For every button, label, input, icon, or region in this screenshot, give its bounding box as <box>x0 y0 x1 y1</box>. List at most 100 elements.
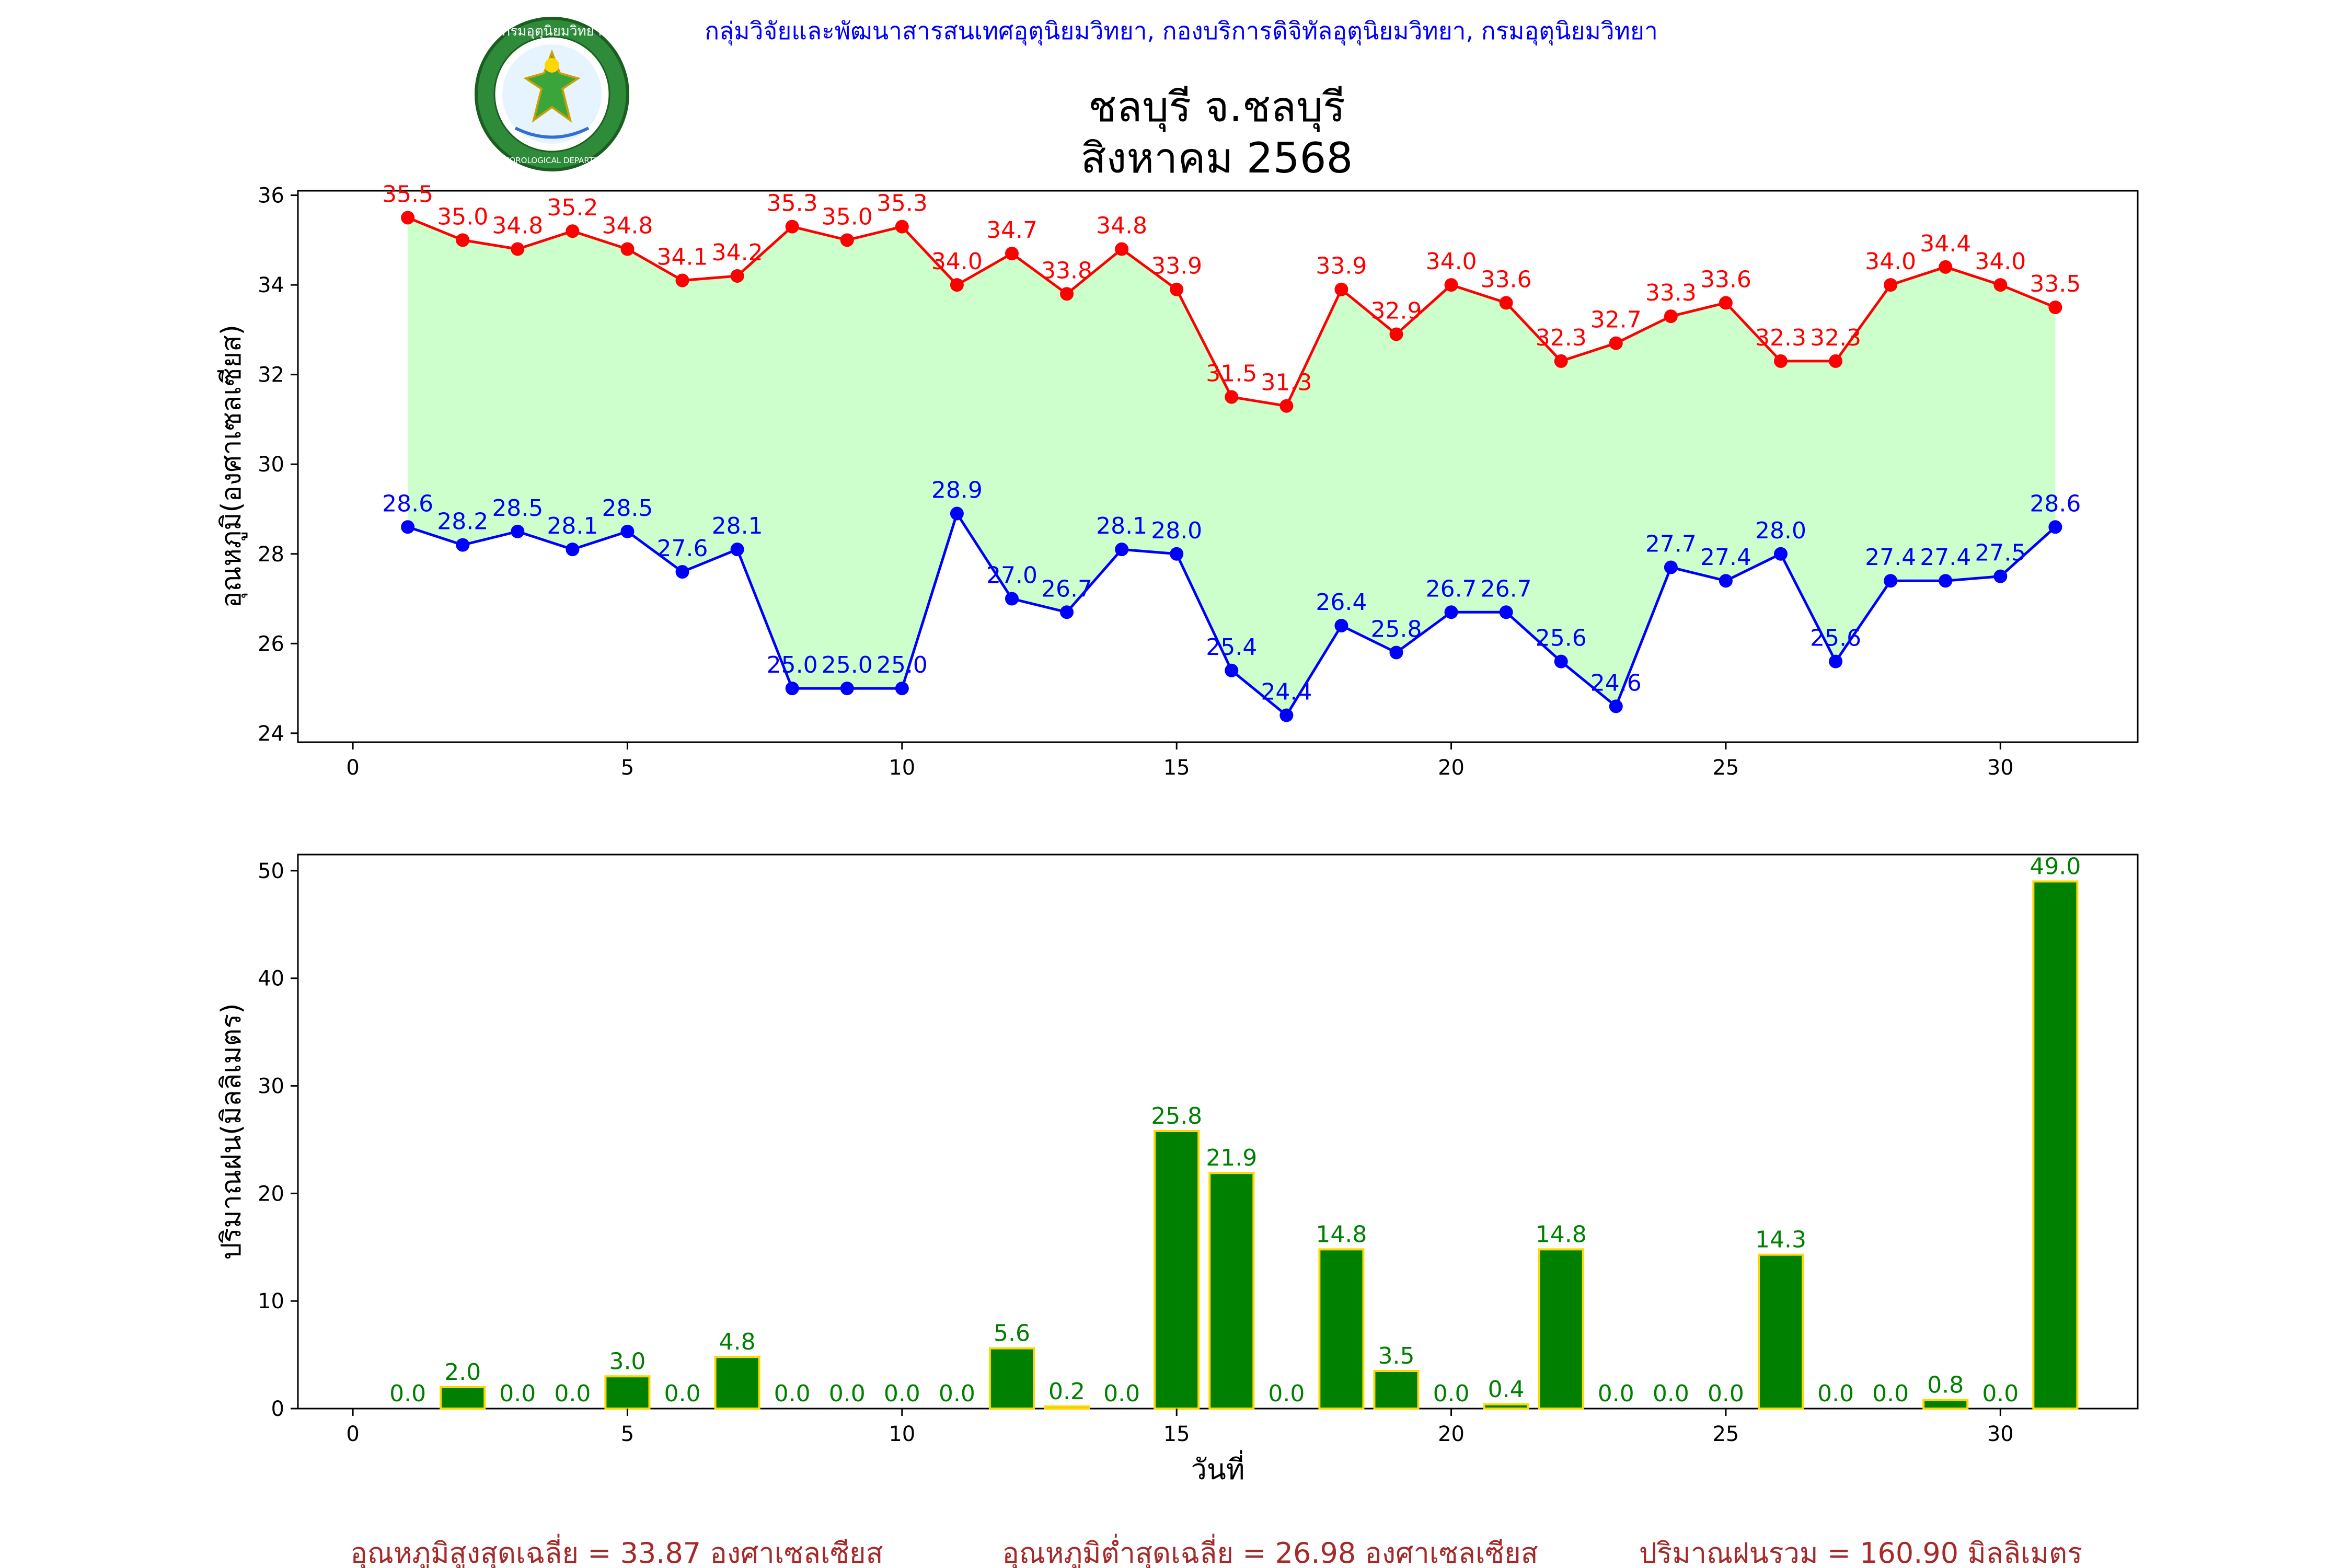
temp-min-value-label: 28.5 <box>602 495 653 522</box>
rain-value-label: 0.0 <box>829 1380 866 1407</box>
temperature-plot-frame <box>297 190 2139 743</box>
temp-min-point <box>1170 547 1184 561</box>
temp-max-value-label: 32.3 <box>1536 325 1587 351</box>
chart-title-line1: ชลบุรี จ.ชลบุรี <box>1088 83 1345 132</box>
rain-value-label: 0.4 <box>1488 1376 1525 1403</box>
temp-min-value-label: 28.9 <box>931 477 983 504</box>
rain-ytick-label: 30 <box>258 1075 284 1099</box>
rain-ytick-label: 0 <box>271 1397 284 1421</box>
total-rainfall: ปริมาณฝนรวม = 160.90 มิลลิเมตร <box>1639 1537 2082 1568</box>
rain-value-label: 0.0 <box>389 1380 426 1407</box>
temp-min-point <box>401 520 415 534</box>
temp-min-point <box>1225 663 1239 677</box>
temp-max-point <box>840 233 854 247</box>
temp-xtick-label: 0 <box>346 756 359 780</box>
rain-value-label: 0.0 <box>499 1380 536 1407</box>
meteorological-department-logo: กรมอุตุนิยมวิทยา METEOROLOGICAL DEPARTME… <box>475 17 629 171</box>
temp-max-point <box>1719 296 1733 310</box>
temp-xtick-label: 30 <box>1987 756 2014 780</box>
temp-max-point <box>675 273 689 287</box>
temp-min-value-label: 25.0 <box>822 652 873 678</box>
temp-max-point <box>1334 282 1348 296</box>
temp-max-point <box>1829 354 1843 368</box>
rain-value-label: 0.0 <box>1268 1380 1305 1407</box>
temp-max-point <box>1170 282 1184 296</box>
temp-max-point <box>1664 309 1678 324</box>
temp-max-value-label: 34.0 <box>1975 248 2026 275</box>
temp-xtick-label: 5 <box>621 756 634 780</box>
temp-min-point <box>840 682 854 696</box>
temp-min-point <box>1499 605 1513 619</box>
temp-max-point <box>730 269 744 283</box>
temp-min-value-label: 28.2 <box>437 509 488 535</box>
temp-max-value-label: 32.3 <box>1755 325 1806 351</box>
temp-min-value-label: 27.4 <box>1700 544 1751 571</box>
rain-value-label: 3.5 <box>1378 1343 1415 1369</box>
temp-min-value-label: 27.6 <box>657 535 708 562</box>
rain-value-label: 4.8 <box>719 1329 756 1355</box>
rain-value-label: 0.0 <box>1598 1380 1634 1407</box>
temp-min-point <box>1609 699 1623 713</box>
temp-max-value-label: 35.2 <box>547 194 598 221</box>
rainfall-xlabel: วันที่ <box>1191 1450 1245 1486</box>
temp-max-value-label: 35.3 <box>767 190 818 217</box>
temp-min-point <box>1664 560 1678 574</box>
temp-min-point <box>1939 574 1953 588</box>
temp-min-point <box>1719 574 1733 588</box>
chart-title-line2: สิงหาคม 2568 <box>1081 134 1353 182</box>
temp-ytick-label: 28 <box>258 543 284 567</box>
temp-max-point <box>1005 247 1019 261</box>
temp-max-value-label: 31.3 <box>1261 370 1312 396</box>
temp-min-point <box>895 682 909 696</box>
temp-max-point <box>1499 296 1513 310</box>
temp-max-point <box>895 220 909 234</box>
temp-max-point <box>401 211 415 225</box>
temp-max-point <box>1884 278 1898 292</box>
temp-min-value-label: 26.4 <box>1316 589 1367 616</box>
temp-min-value-label: 25.6 <box>1810 625 1861 652</box>
temp-max-point <box>1609 336 1623 350</box>
temp-min-point <box>1829 654 1843 668</box>
rain-xtick-label: 15 <box>1163 1422 1190 1446</box>
temp-min-value-label: 28.6 <box>2030 490 2081 517</box>
avg-min-temp: อุณหภูมิต่ำสุดเฉลี่ย = 26.98 องศาเซลเซีย… <box>1002 1534 1538 1568</box>
temp-min-point <box>1884 574 1898 588</box>
temp-min-point <box>1115 543 1129 557</box>
rain-bar <box>1538 1248 1584 1410</box>
rain-bar <box>1318 1248 1365 1410</box>
temp-max-value-label: 34.0 <box>1865 248 1916 275</box>
temp-min-value-label: 28.1 <box>547 513 598 539</box>
rain-value-label: 14.8 <box>1316 1221 1367 1248</box>
temp-min-point <box>1005 592 1019 606</box>
temp-ytick-label: 26 <box>258 632 284 656</box>
temp-xtick-label: 15 <box>1163 756 1190 780</box>
temp-min-point <box>730 543 744 557</box>
temp-min-point <box>1389 645 1403 660</box>
temp-max-value-label: 35.0 <box>437 203 488 230</box>
temp-min-point <box>1554 654 1568 668</box>
rain-bar <box>604 1375 651 1410</box>
logo-text-bottom: METEOROLOGICAL DEPARTMENT <box>488 156 616 165</box>
temp-min-value-label: 27.4 <box>1920 544 1971 571</box>
rain-value-label: 14.3 <box>1755 1227 1806 1253</box>
agency-header: กลุ่มวิจัยและพัฒนาสารสนเทศอุตุนิยมวิทยา,… <box>705 17 1658 46</box>
temp-max-value-label: 34.8 <box>492 213 543 239</box>
temp-max-value-label: 33.8 <box>1041 257 1092 284</box>
rain-value-label: 14.8 <box>1536 1221 1587 1248</box>
temp-max-value-label: 34.2 <box>712 239 763 266</box>
rainfall-chart: 0 5 10 15 20 25 30 0 10 20 30 40 50 0.0 2.0 0.0 0.0 3.0 0… <box>216 853 2139 1486</box>
temp-max-value-label: 34.8 <box>1096 213 1147 239</box>
rain-xtick-label: 5 <box>621 1422 634 1446</box>
rain-value-label: 3.0 <box>609 1348 645 1375</box>
temp-min-point <box>1334 618 1348 632</box>
temp-max-point <box>1279 399 1294 413</box>
temp-min-value-label: 28.0 <box>1755 517 1806 544</box>
rain-value-label: 0.0 <box>1103 1380 1140 1407</box>
temp-max-point <box>456 233 470 247</box>
temp-max-point <box>785 220 799 234</box>
temp-min-value-label: 28.6 <box>382 490 433 517</box>
temperature-ylabel: อุณหภูมิ(องศาเซลเซียส) <box>216 325 248 608</box>
rain-ytick-label: 10 <box>258 1289 284 1313</box>
temp-min-value-label: 24.6 <box>1590 670 1642 696</box>
temp-min-value-label: 27.0 <box>986 562 1037 589</box>
